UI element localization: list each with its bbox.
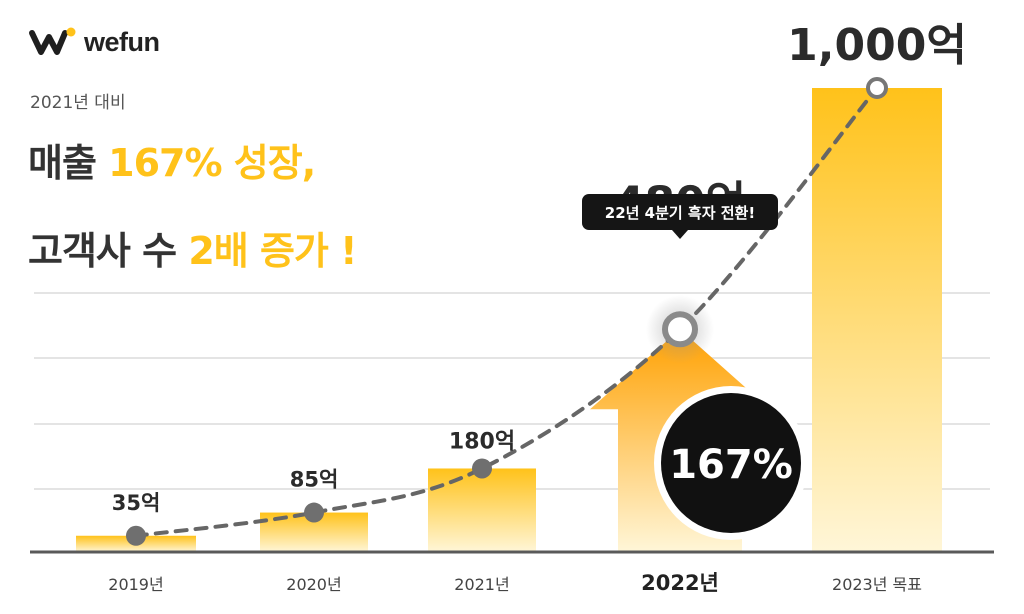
marker-3 xyxy=(662,311,698,348)
value-label-2: 180억 xyxy=(449,429,515,454)
badge-text: 167% xyxy=(669,442,793,488)
callout-pointer xyxy=(672,230,688,239)
growth-curve xyxy=(134,86,879,538)
value-label-4: 1,000억 xyxy=(787,20,967,71)
value-label-1: 85억 xyxy=(290,468,339,492)
category-label-3: 2022년 xyxy=(641,571,719,595)
headline-line-2: 고객사 수 2배 증가 ! xyxy=(28,220,357,275)
badge-circle xyxy=(661,393,801,533)
marker-2 xyxy=(472,458,492,479)
marker-0 xyxy=(126,525,146,546)
brand-name: wefun xyxy=(84,26,160,57)
headline-line-2-prefix: 고객사 수 xyxy=(28,229,189,273)
category-label-1: 2020년 xyxy=(286,575,341,594)
category-label-0: 2019년 xyxy=(108,575,163,594)
wefun-logo-icon xyxy=(29,27,76,55)
headline-line-1-prefix: 매출 xyxy=(28,141,109,185)
headline-line-1-highlight: 167% 성장, xyxy=(108,141,316,185)
callout-box xyxy=(582,194,778,230)
marker-1 xyxy=(304,502,324,523)
category-label-2: 2021년 xyxy=(454,575,509,594)
marker-4 xyxy=(866,77,888,99)
headline-line-2-highlight: 2배 증가 ! xyxy=(188,229,357,273)
bar-4 xyxy=(812,88,942,552)
headline-line-1: 매출 167% 성장, xyxy=(28,132,316,187)
bar-2 xyxy=(428,468,536,552)
brand-logo: wefun xyxy=(28,22,160,62)
category-label-4: 2023년 목표 xyxy=(832,575,922,594)
value-label-0: 35억 xyxy=(112,491,161,515)
callout-text: 22년 4분기 흑자 전환! xyxy=(605,204,755,222)
subtitle: 2021년 대비 xyxy=(30,93,126,113)
